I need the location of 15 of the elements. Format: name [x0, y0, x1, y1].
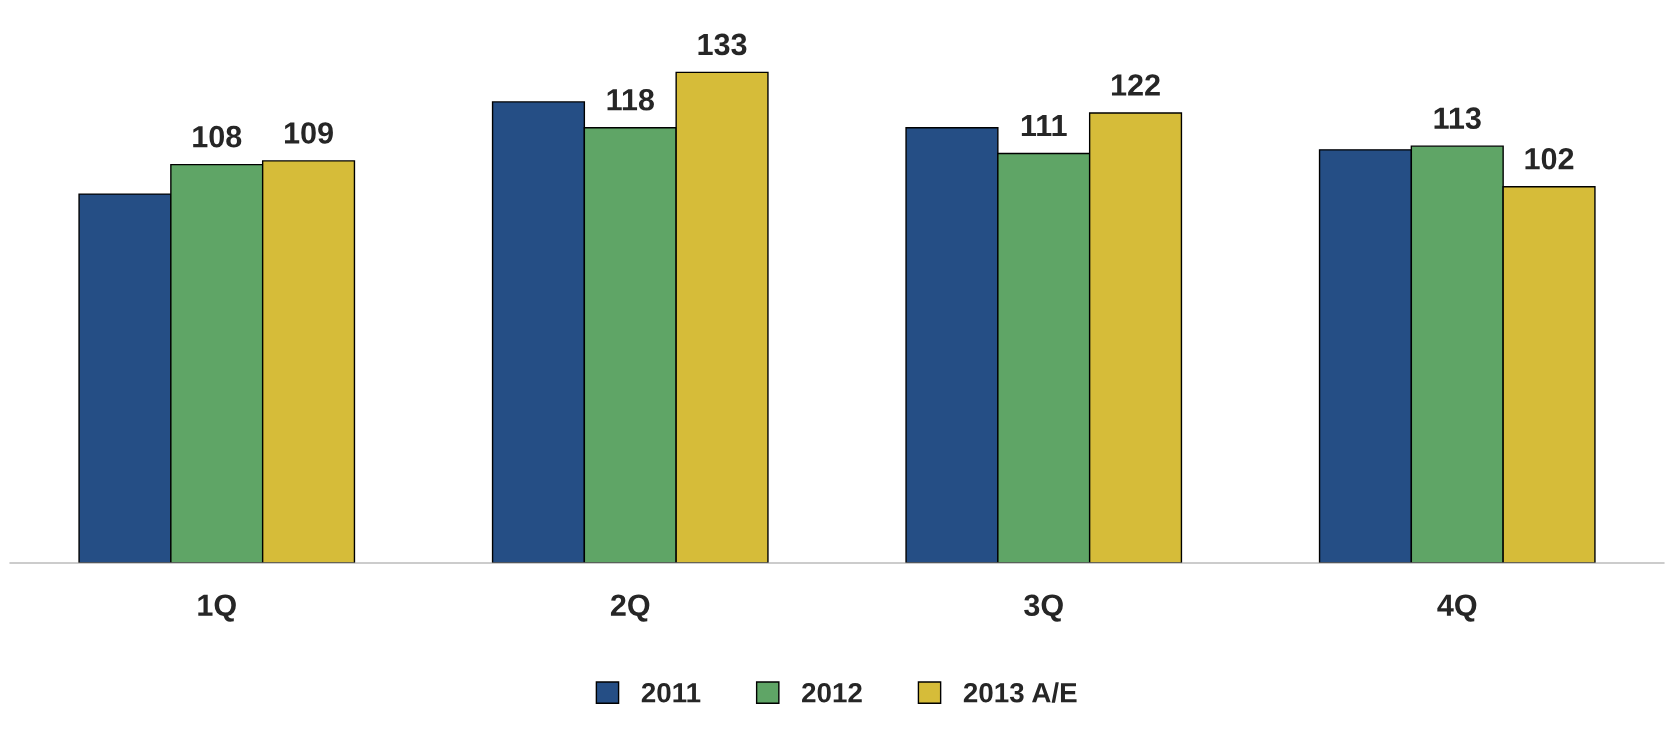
x-tick-label: 4Q: [1437, 594, 1477, 622]
legend-label: 2012: [802, 682, 862, 703]
data-label: 118: [607, 88, 654, 111]
data-label: 109: [284, 122, 333, 144]
x-tick-label: 1Q: [198, 594, 236, 622]
data-label: 113: [1434, 107, 1481, 130]
x-tick-label: 3Q: [1024, 594, 1063, 622]
data-label: 122: [1111, 74, 1160, 96]
data-label: 102: [1525, 147, 1574, 170]
data-label: 108: [193, 125, 242, 148]
data-label: 133: [698, 33, 747, 56]
x-tick-label: 2Q: [610, 594, 650, 622]
legend-label: 2011: [641, 682, 701, 703]
legend-label: 2013 A/E: [963, 682, 1077, 703]
data-label: 111: [1021, 115, 1067, 137]
